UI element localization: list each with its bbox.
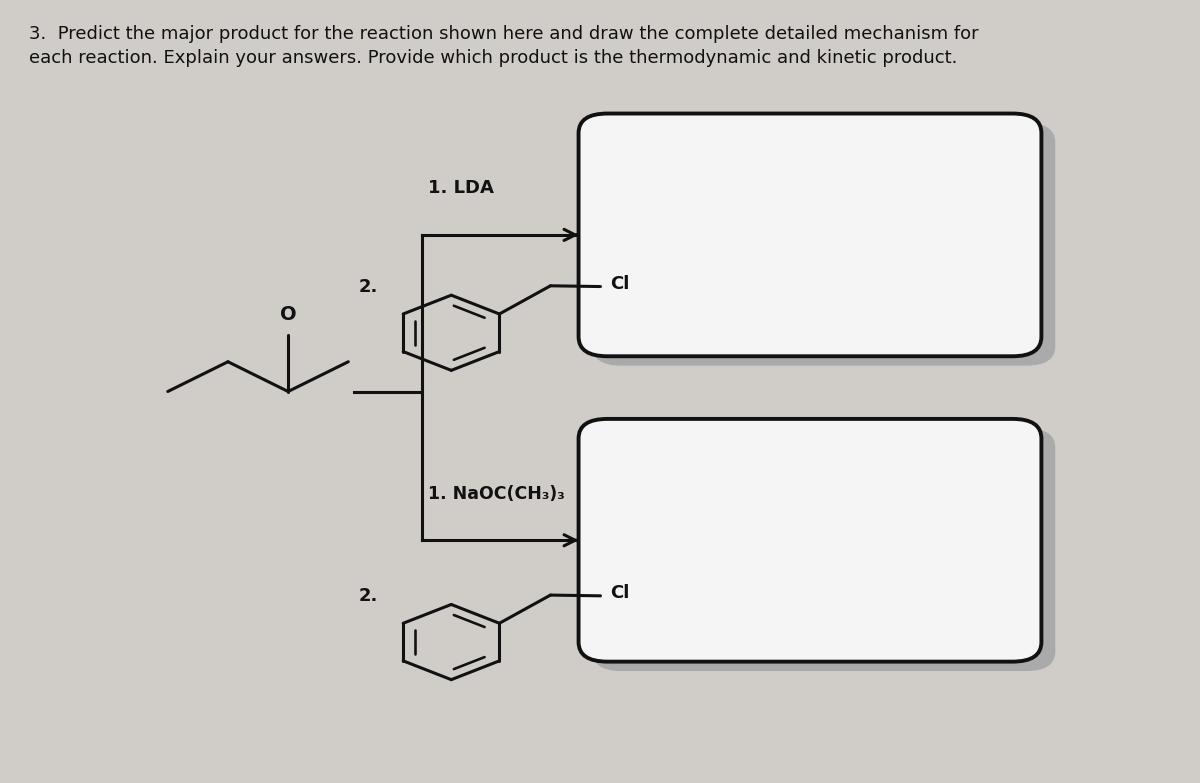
Text: O: O xyxy=(280,305,296,324)
Text: 2.: 2. xyxy=(359,278,378,296)
FancyBboxPatch shape xyxy=(593,428,1055,671)
Text: 1. LDA: 1. LDA xyxy=(428,179,494,197)
FancyBboxPatch shape xyxy=(593,123,1055,366)
Text: 2.: 2. xyxy=(359,587,378,605)
Text: 3.  Predict the major product for the reaction shown here and draw the complete : 3. Predict the major product for the rea… xyxy=(29,25,978,43)
Text: each reaction. Explain your answers. Provide which product is the thermodynamic : each reaction. Explain your answers. Pro… xyxy=(29,49,958,67)
FancyBboxPatch shape xyxy=(578,114,1042,356)
Text: Cl: Cl xyxy=(610,584,629,602)
FancyBboxPatch shape xyxy=(578,419,1042,662)
Text: Cl: Cl xyxy=(610,275,629,293)
Text: 1. NaOC(CH₃)₃: 1. NaOC(CH₃)₃ xyxy=(428,485,565,503)
